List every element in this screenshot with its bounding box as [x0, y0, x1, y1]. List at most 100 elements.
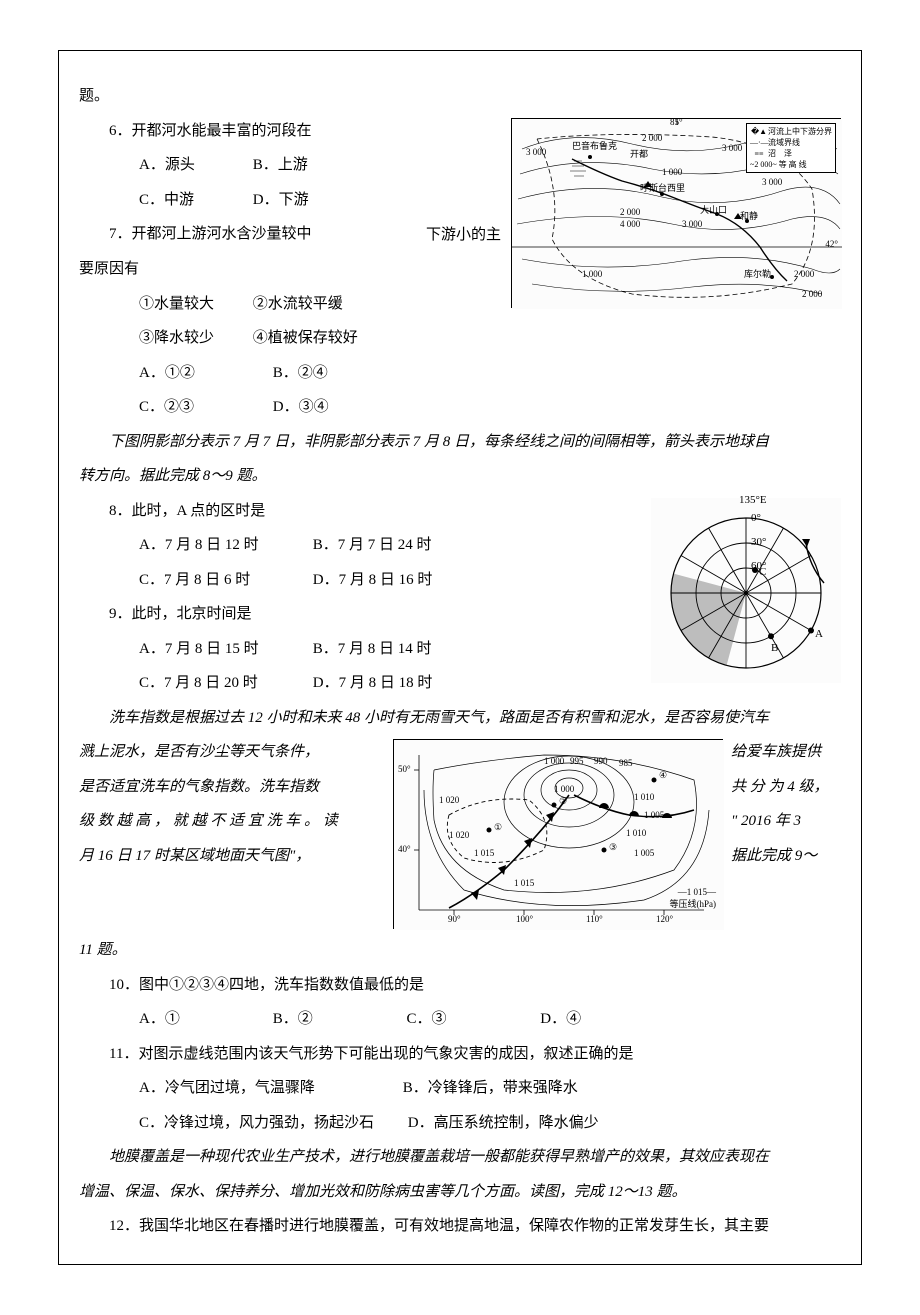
passage3-4: 级 数 越 高 ， 就 越 不 适 宜 洗 车 。 读: [79, 804, 385, 839]
q7-opt-a[interactable]: A．①②: [109, 356, 239, 391]
q7-item2: ②水流较平缓: [223, 287, 343, 322]
fig3-iso: 990: [594, 756, 608, 767]
fig1-c: 3 000: [526, 147, 546, 158]
fig1-place1: 巴音布鲁克: [572, 141, 617, 152]
fig2-r0: 0°: [751, 512, 761, 525]
q10-opts: A．① B．② C．③ D．④: [79, 1002, 841, 1037]
q7-item3: ③降水较少: [109, 321, 219, 356]
fig1-c: 1 000: [662, 167, 682, 178]
fig1-c: 3 000: [762, 177, 782, 188]
fig1-lat: 42°: [825, 239, 838, 250]
q6-opt-c[interactable]: C．中游: [109, 183, 219, 218]
fig3-x3: 120°: [656, 914, 673, 925]
q8-opt-a[interactable]: A．7 月 8 日 12 时: [109, 528, 279, 563]
continuation-text: 题。: [79, 79, 841, 114]
q6-opt-b[interactable]: B．上游: [223, 148, 308, 183]
fig1-c: 2 000: [802, 289, 822, 300]
passage2-a: 下图阴影部分表示 7 月 7 日，非阴影部分表示 7 月 8 日，每条经线之间的…: [79, 425, 841, 460]
q7-opt-b[interactable]: B．②④: [243, 356, 328, 391]
passage4-1: 地膜覆盖是一种现代农业生产技术，进行地膜覆盖栽培一般都能获得早熟增产的效果，其效…: [79, 1140, 841, 1175]
fig3-legend-line: —1 015—: [678, 887, 716, 898]
q7-item4: ④植被保存较好: [223, 321, 358, 356]
fig1-c: 2 000: [794, 269, 814, 280]
fig1-c: 1 000: [582, 269, 602, 280]
fig3-iso: 1 005: [644, 810, 664, 821]
fig3-iso: 1 020: [439, 795, 459, 806]
passage3-6: 11 题。: [79, 933, 841, 968]
q9-opt-a[interactable]: A．7 月 8 日 15 时: [109, 632, 279, 667]
q12-stem: 12．我国华北地区在春播时进行地膜覆盖，可有效地提高地温，保障农作物的正常发芽生…: [79, 1209, 841, 1244]
fig1-place2: 呼斯台西里: [640, 183, 685, 194]
fig2-C: C: [759, 566, 766, 579]
fig1-c: 3 000: [722, 143, 742, 154]
fig3-x0: 90°: [448, 914, 461, 925]
fig3-iso: 1 005: [634, 848, 654, 859]
fig3-iso: 1 010: [626, 828, 646, 839]
fig1-c: 4 000: [620, 219, 640, 230]
q7-opts-row2: C．②③ D．③④: [79, 390, 841, 425]
q7-item1: ①水量较大: [109, 287, 219, 322]
q7-opt-d[interactable]: D．③④: [243, 390, 329, 425]
fig1-c: 3 000: [682, 219, 702, 230]
passage3-3: 是否适宜洗车的气象指数。洗车指数: [79, 770, 385, 805]
passage3-3b: 共 分 为 4 级，: [731, 770, 841, 805]
fig3-iso: 1 020: [449, 830, 469, 841]
fig3-iso: 1 015: [474, 848, 494, 859]
passage4-2: 增温、保温、保水、保持养分、增加光效和防除病虫害等几个方面。读图，完成 12～1…: [79, 1175, 841, 1210]
passage3-5b: 据此完成 9～: [731, 839, 841, 874]
q10-opt-c[interactable]: C．③: [377, 1002, 507, 1037]
fig3-legend-label: 等压线(hPa): [670, 899, 717, 910]
fig1-place5: 库尔勒: [744, 269, 771, 280]
q11-stem: 11．对图示虚线范围内该天气形势下可能出现的气象灾害的成因，叙述正确的是: [79, 1037, 841, 1072]
fig3-iso: 1 000: [554, 784, 574, 795]
passage3-5: 月 16 日 17 时某区域地面天气图"，: [79, 839, 385, 874]
fig3-x2: 110°: [586, 914, 603, 925]
q7-stem-b: 下游小的主: [426, 227, 501, 243]
fig2-lon: 135°E: [739, 494, 767, 507]
fig1-legend: �▲河流上中下游分界 ―·―流域界线 ≡≡沼 泽 ~2 000~ 等 高 线: [746, 123, 836, 174]
fig1-place4: 和静: [740, 211, 758, 222]
figure-map-kaidu: 85° 42° 巴音布鲁克 开都 呼斯台西里 大山口 和静 库尔勒 3 000 …: [511, 118, 841, 308]
fig3-iso: 1 010: [634, 792, 654, 803]
fig3-iso: 985: [619, 758, 633, 769]
q6-opt-a[interactable]: A．源头: [109, 148, 219, 183]
q11-opt-d[interactable]: D．高压系统控制，降水偏少: [378, 1106, 599, 1141]
q10-opt-d[interactable]: D．④: [510, 1002, 581, 1037]
q9-opt-d[interactable]: D．7 月 8 日 18 时: [283, 666, 453, 701]
fig3-p3: ③: [609, 842, 617, 853]
fig1-c: 2 000: [620, 207, 640, 218]
q8-opt-b[interactable]: B．7 月 7 日 24 时: [283, 528, 453, 563]
q8-opt-c[interactable]: C．7 月 8 日 6 时: [109, 563, 279, 598]
fig3-iso: 1 015: [514, 878, 534, 889]
figure-weather-map: 995 990 985 1 000 1 020 1 020 1 015 1 01…: [393, 739, 723, 929]
fig1-river: 开都: [630, 149, 648, 160]
fig3-x1: 100°: [516, 914, 533, 925]
q8-opt-d[interactable]: D．7 月 8 日 16 时: [283, 563, 453, 598]
passage2-b: 转方向。据此完成 8～9 题。: [79, 459, 841, 494]
fig3-p4: ④: [659, 770, 667, 781]
q7-opt-c[interactable]: C．②③: [109, 390, 239, 425]
q11-row2: C．冷锋过境，风力强劲，扬起沙石 D．高压系统控制，降水偏少: [79, 1106, 841, 1141]
passage3-2b: 给爱车族提供: [731, 735, 841, 770]
fig1-lon: 85°: [670, 117, 683, 128]
q11-opt-c[interactable]: C．冷锋过境，风力强劲，扬起沙石: [109, 1106, 374, 1141]
fig3-y0: 40°: [398, 844, 411, 855]
q11-row1: A．冷气团过境，气温骤降 B．冷锋锋后，带来强降水: [79, 1071, 841, 1106]
fig2-A: A: [815, 628, 823, 641]
passage3-4b: " 2016 年 3: [731, 804, 841, 839]
q10-opt-a[interactable]: A．①: [109, 1002, 239, 1037]
fig2-B: B: [771, 642, 778, 655]
fig3-p2: ②: [559, 796, 567, 807]
q11-opt-a[interactable]: A．冷气团过境，气温骤降: [109, 1071, 369, 1106]
fig2-r30: 30°: [751, 536, 766, 549]
q10-opt-b[interactable]: B．②: [243, 1002, 373, 1037]
fig1-place3: 大山口: [700, 205, 727, 216]
q6-opt-d[interactable]: D．下游: [223, 183, 309, 218]
q9-opt-c[interactable]: C．7 月 8 日 20 时: [109, 666, 279, 701]
q11-opt-b[interactable]: B．冷锋锋后，带来强降水: [373, 1071, 578, 1106]
q7-opts-row1: A．①② B．②④: [79, 356, 841, 391]
q9-opt-b[interactable]: B．7 月 8 日 14 时: [283, 632, 453, 667]
q7-items-row2: ③降水较少 ④植被保存较好: [79, 321, 841, 356]
fig3-y1: 50°: [398, 764, 411, 775]
passage3-2: 溅上泥水，是否有沙尘等天气条件，: [79, 735, 385, 770]
